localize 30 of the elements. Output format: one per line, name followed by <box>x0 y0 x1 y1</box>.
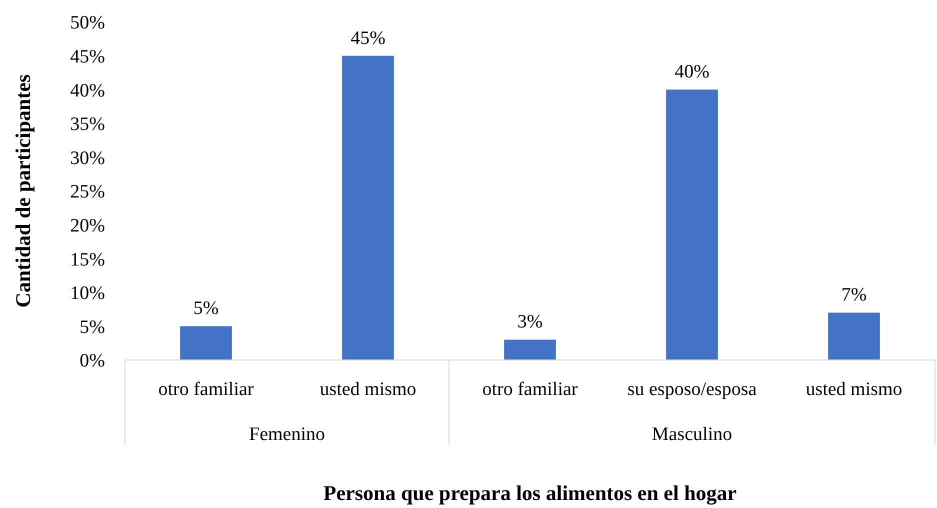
data-label: 5% <box>193 298 219 320</box>
data-label: 45% <box>350 28 386 49</box>
y-tick-label: 10% <box>70 283 106 304</box>
x-axis-title: Persona que prepara los alimentos en el hogar <box>323 481 737 505</box>
x-tick-label: otro familiar <box>482 379 578 400</box>
bar <box>666 90 718 360</box>
data-label: 7% <box>841 284 867 306</box>
data-label: 3% <box>517 312 543 333</box>
y-tick-label: 40% <box>70 80 106 102</box>
y-tick-label: 5% <box>80 316 106 338</box>
bar <box>342 56 394 360</box>
x-tick-label: otro familiar <box>158 379 254 400</box>
text: Femenino <box>249 424 325 445</box>
y-tick-label: 15% <box>70 249 106 270</box>
x-tick-label: usted mismo <box>806 379 902 400</box>
text: Masculino <box>652 424 732 445</box>
y-axis-title: Cantidad de participantes <box>11 74 35 308</box>
bar <box>504 340 556 360</box>
y-tick-label: 30% <box>70 148 106 169</box>
y-tick-label: 45% <box>70 46 106 68</box>
y-tick-label: 50% <box>70 12 106 34</box>
y-tick-label: 25% <box>70 182 106 203</box>
data-label: 40% <box>674 62 710 83</box>
bar <box>180 326 232 360</box>
x-tick-label: su esposo/esposa <box>627 379 758 400</box>
x-tick-label: usted mismo <box>320 379 416 400</box>
bar <box>828 312 880 360</box>
y-tick-label: 20% <box>70 215 106 236</box>
y-tick-label: 35% <box>70 114 106 136</box>
y-tick-label: 0% <box>80 350 106 372</box>
